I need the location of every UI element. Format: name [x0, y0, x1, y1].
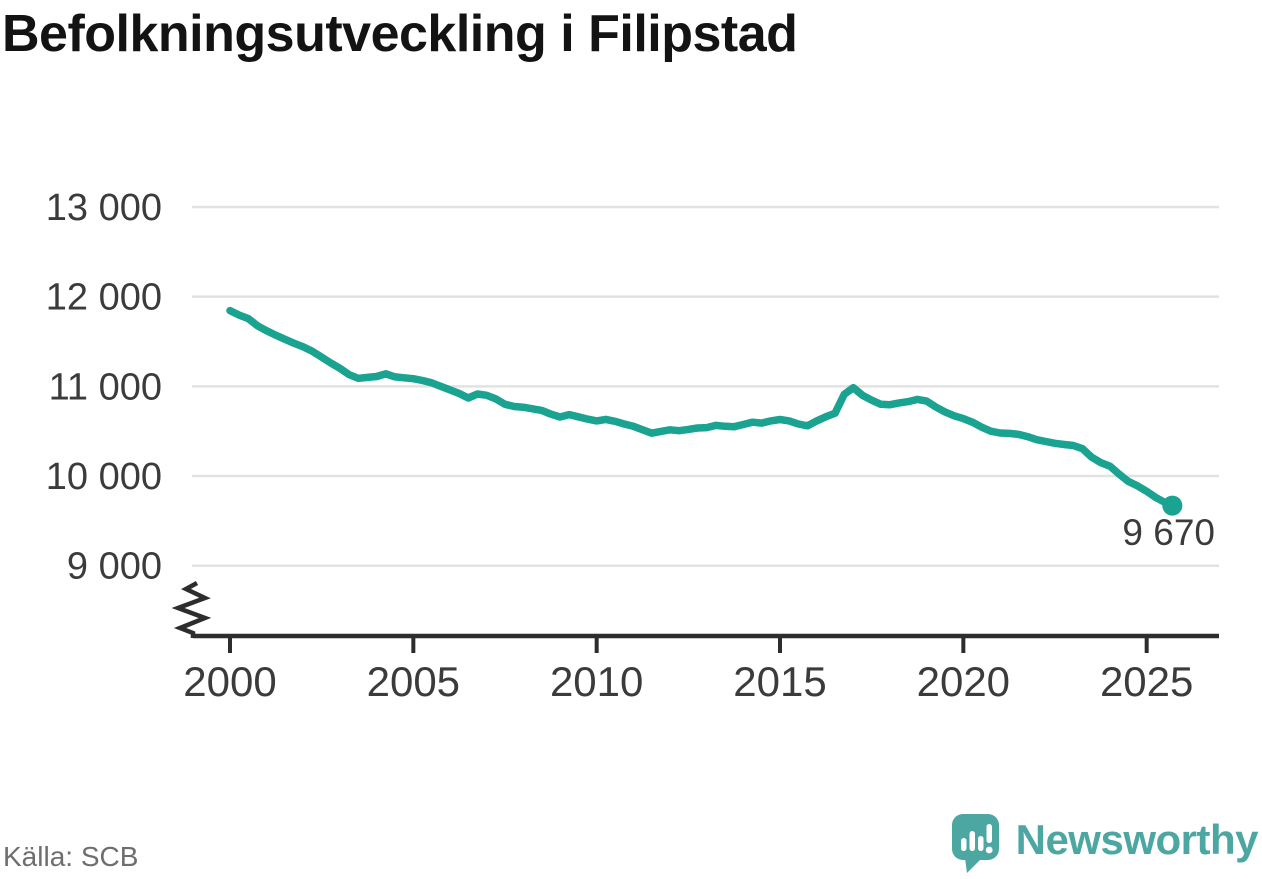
y-axis-tick-label: 12 000	[46, 277, 162, 319]
exclamation-bar-icon	[986, 824, 992, 843]
x-axis-tick-label: 2020	[917, 658, 1010, 705]
exclamation-dot-icon	[985, 846, 993, 854]
y-axis-tick-label: 11 000	[49, 366, 162, 408]
newsworthy-speech-bubble-bar-chart-icon	[951, 814, 999, 873]
population-line	[226, 306, 1177, 510]
brand-name: Newsworthy	[1015, 816, 1259, 863]
latest-value-label: 9 670	[1122, 512, 1215, 553]
chart-title: Befolkningsutveckling i Filipstad	[2, 5, 798, 63]
y-axis-tick-label: 13 000	[46, 187, 162, 229]
bar-icon-tall	[969, 831, 975, 851]
bar-icon-medium	[977, 836, 984, 851]
latest-point-marker	[1162, 495, 1183, 516]
x-axis-tick-label: 2000	[183, 658, 276, 705]
x-axis-tick-label: 2010	[550, 658, 643, 705]
source-note: Källa: SCB	[3, 841, 139, 872]
newsworthy-logo: Newsworthy	[950, 812, 1259, 874]
speech-bubble-tail	[964, 858, 982, 873]
y-axis-tick-label: 10 000	[46, 456, 162, 498]
x-axis-tick-label: 2025	[1100, 658, 1193, 705]
bar-icon-small	[960, 838, 967, 851]
axis-break-icon	[171, 581, 212, 638]
x-axis-tick-label: 2015	[733, 658, 826, 705]
x-axis-tick-label: 2005	[367, 658, 460, 705]
y-axis-tick-label: 9 000	[67, 546, 162, 588]
